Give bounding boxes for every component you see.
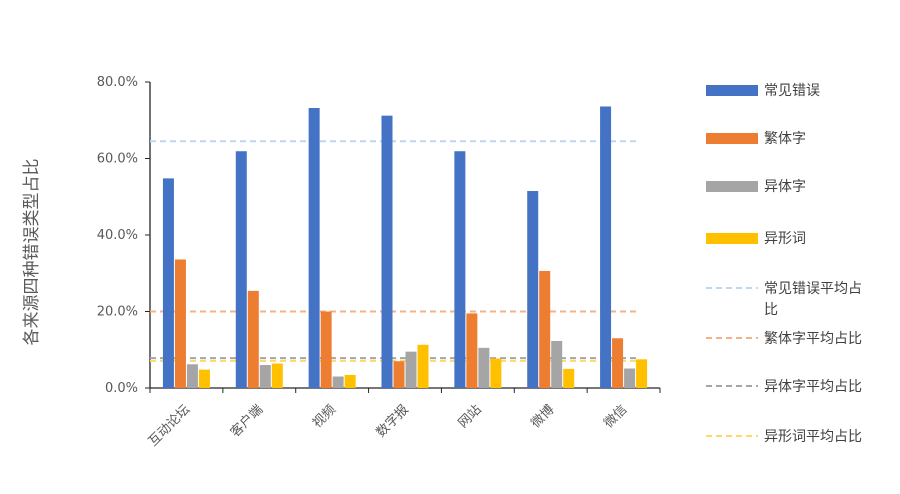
x-tick-label: 视频 [310,402,339,431]
axes [145,81,661,393]
legend-label: 异体字平均占比 [764,379,862,395]
y-axis-title: 各来源四种错误类型占比 [22,159,42,346]
bar [174,259,186,388]
bar [271,363,283,388]
legend-label: 常见错误平均占比 [764,281,862,318]
y-tick-label: 20.0% [97,305,138,320]
legend-label: 异形词平均占比 [764,429,862,445]
x-tick-label: 微信 [601,402,630,431]
x-tick-label: 互动论坛 [146,402,193,449]
bar [417,344,429,388]
bar [247,290,259,388]
y-tick-label: 80.0% [97,75,138,90]
bar [454,151,466,388]
bar [198,369,210,388]
bar [551,340,563,388]
legend-label: 繁体字 [764,131,806,147]
bar [612,338,624,388]
legend-label: 异形词 [764,231,806,247]
y-tick-label: 60.0% [97,152,138,167]
bar [259,365,271,388]
bar [527,191,539,388]
bar [320,311,332,388]
bar [405,351,417,388]
bar [624,368,636,388]
x-tick-label: 客户端 [227,402,266,441]
bar [381,115,393,388]
y-tick-label: 40.0% [97,228,138,243]
legend-swatch [706,133,758,144]
bar [344,374,356,388]
legend-swatch [706,181,758,192]
x-tick-label: 网站 [456,402,485,431]
bar [490,358,502,388]
bar [563,368,575,388]
bar [162,178,174,388]
bar [478,347,490,388]
average-lines [150,140,640,362]
bar [235,151,247,388]
bars [162,106,648,388]
bar [539,270,551,388]
legend-label: 异体字 [764,179,806,195]
legend-swatch [706,85,758,96]
y-tick-label: 0.0% [105,381,138,396]
bar [600,106,612,388]
legend-label: 常见错误 [764,83,820,99]
bar [186,364,198,388]
legend-swatch [706,233,758,244]
bar [308,108,320,388]
legend: 常见错误繁体字异体字异形词常见错误平均占比繁体字平均占比异体字平均占比异形词平均… [706,83,862,445]
x-tick-label: 微博 [529,402,558,431]
bar [466,313,478,388]
x-tick-label: 数字报 [374,402,412,440]
bar [332,376,344,388]
legend-label-line: 常见错误平均占 [764,281,862,297]
bar [636,359,648,388]
legend-label: 繁体字平均占比 [764,331,862,347]
bar [393,361,405,388]
legend-label-line: 比 [764,302,778,318]
